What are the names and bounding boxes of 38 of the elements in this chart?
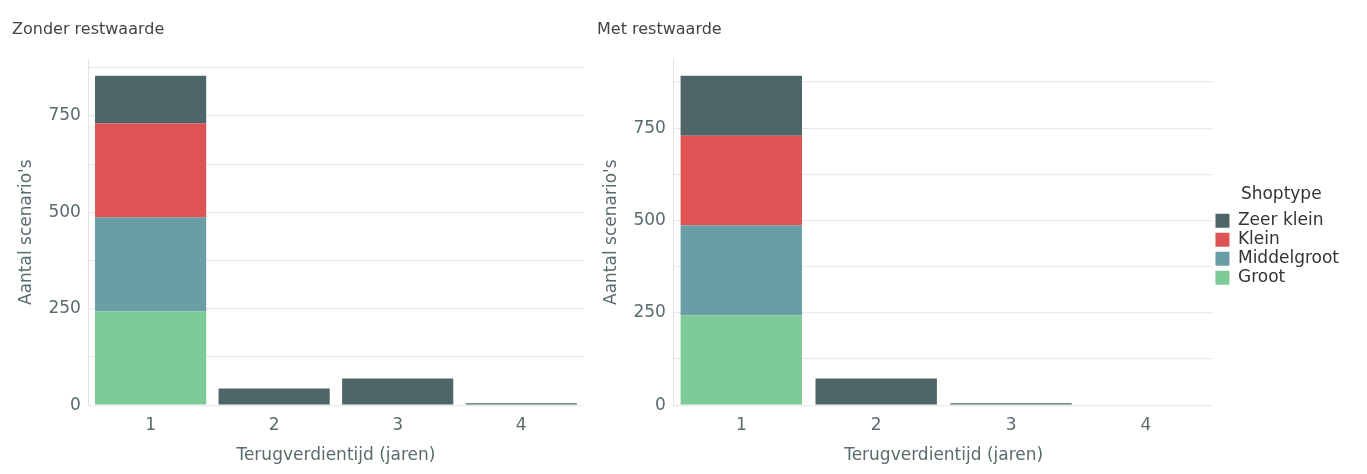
x-tick-label: 2 xyxy=(268,413,280,434)
bar xyxy=(680,225,803,316)
legend-label: Klein xyxy=(1237,228,1280,249)
legend-label: Zeer klein xyxy=(1237,209,1324,230)
bar xyxy=(342,378,454,405)
legend-label: Middelgroot xyxy=(1237,247,1340,268)
y-tick-label: 250 xyxy=(48,297,81,318)
x-tick-label: 3 xyxy=(392,413,404,434)
y-tick-label: 750 xyxy=(48,104,81,125)
x-axis-title: Terugverdientijd (jaren) xyxy=(843,444,1044,465)
y-tick-label: 500 xyxy=(48,200,81,221)
x-axis-title: Terugverdientijd (jaren) xyxy=(235,444,436,465)
y-axis-title: Aantal scenario's xyxy=(599,159,620,305)
bar xyxy=(95,123,207,218)
x-tick-label: 4 xyxy=(515,413,527,434)
legend-label: Groot xyxy=(1237,266,1286,287)
x-tick-label: 2 xyxy=(870,413,882,434)
bar xyxy=(815,378,937,405)
legend-title: Shoptype xyxy=(1240,182,1322,203)
bar xyxy=(218,388,330,405)
x-tick-label: 3 xyxy=(1005,413,1017,434)
bar xyxy=(680,135,803,226)
x-tick-label: 1 xyxy=(145,413,157,434)
chart-title: Zonder restwaarde xyxy=(12,18,165,38)
bar xyxy=(95,217,207,312)
y-tick-label: 750 xyxy=(633,116,666,137)
bar xyxy=(680,75,803,136)
y-axis-title: Aantal scenario's xyxy=(14,159,35,305)
x-tick-label: 1 xyxy=(735,413,747,434)
y-tick-label: 0 xyxy=(70,393,81,414)
bar xyxy=(95,311,207,405)
bar xyxy=(680,315,803,405)
bar xyxy=(95,75,207,124)
y-tick-label: 500 xyxy=(633,208,666,229)
chart-title: Met restwaarde xyxy=(597,18,722,38)
y-tick-label: 250 xyxy=(633,301,666,322)
y-tick-label: 0 xyxy=(655,393,666,414)
x-tick-label: 4 xyxy=(1140,413,1152,434)
